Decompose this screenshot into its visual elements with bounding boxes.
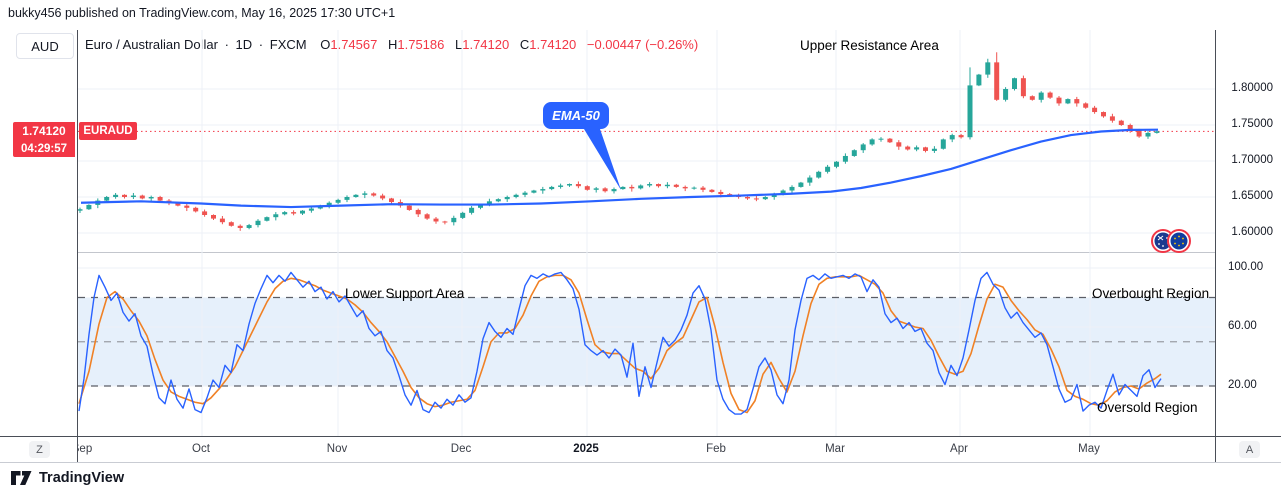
header-dot: · (224, 37, 229, 52)
z-key-text: Z (36, 443, 43, 456)
footer: TradingView (10, 469, 124, 487)
symbol-badge-text: EURAUD (83, 125, 133, 137)
stoch-tick-label: 60.00 (1228, 320, 1257, 332)
stoch-tick-label: 20.00 (1228, 379, 1257, 391)
time-axis-top-line (0, 436, 1281, 437)
change-value: −0.00447 (−0.26%) (586, 37, 699, 52)
symbol-name[interactable]: Euro / Australian Dollar (85, 37, 218, 52)
oversold-annotation[interactable]: Oversold Region (1097, 400, 1198, 415)
symbol-price-label[interactable]: EURAUD (79, 122, 137, 140)
stoch-tick-label: 100.00 (1228, 261, 1264, 273)
last-price-badge: 1.74120 (13, 122, 75, 140)
left-axis-separator (77, 30, 78, 462)
time-tick-label: 2025 (573, 443, 599, 455)
price-tick-label: 1.60000 (1231, 226, 1273, 238)
pane-divider[interactable] (78, 252, 1215, 253)
price-pane-chart[interactable] (78, 30, 1215, 253)
price-tick-label: 1.65000 (1231, 190, 1273, 202)
ema50-callout[interactable]: EMA-50 (543, 102, 609, 129)
time-tick-label: Mar (825, 443, 845, 455)
close-value: 1.74120 (529, 37, 577, 52)
low-label: L (455, 37, 463, 52)
a-key-text: A (1245, 443, 1254, 456)
open-label: O (320, 37, 331, 52)
time-axis-bottom-line (0, 462, 1281, 463)
currency-panel-text: AUD (31, 38, 59, 54)
overbought-annotation[interactable]: Overbought Region (1092, 286, 1210, 301)
low-value: 1.74120 (462, 37, 510, 52)
currency-panel-label[interactable]: AUD (16, 33, 74, 59)
time-tick-label: Oct (192, 443, 210, 455)
timeframe-label[interactable]: 1D (235, 37, 253, 52)
z-key-badge[interactable]: Z (29, 441, 50, 458)
price-tick-label: 1.75000 (1231, 118, 1273, 130)
stochastic-pane-chart[interactable] (78, 253, 1215, 436)
time-tick-label: Feb (706, 443, 726, 455)
high-value: 1.75186 (397, 37, 445, 52)
time-tick-label: Sep (78, 443, 93, 455)
attribution-text: bukky456 published on TradingView.com, M… (8, 6, 396, 20)
time-tick-label: Nov (326, 443, 348, 455)
high-label: H (387, 37, 398, 52)
close-label: C (519, 37, 530, 52)
a-key-badge[interactable]: A (1239, 441, 1260, 458)
right-axis-separator (1215, 30, 1216, 462)
ema50-callout-text: EMA-50 (552, 108, 600, 123)
price-tick-label: 1.70000 (1231, 154, 1273, 166)
tradingview-logo-icon[interactable] (10, 469, 33, 487)
time-tick-label: Dec (450, 443, 472, 455)
time-axis[interactable]: Sep Oct Nov Dec 2025 Feb Mar Apr May (78, 437, 1215, 462)
price-tick-label: 1.80000 (1231, 82, 1273, 94)
countdown-value: 04:29:57 (20, 142, 68, 155)
exchange-label[interactable]: FXCM (269, 37, 307, 52)
eur-aud-pair-flags-icon (1151, 229, 1191, 253)
brand-name[interactable]: TradingView (39, 470, 125, 486)
last-price-value: 1.74120 (22, 124, 66, 138)
upper-resistance-annotation[interactable]: Upper Resistance Area (800, 38, 939, 53)
time-tick-label: Apr (950, 443, 968, 455)
bar-countdown-badge: 04:29:57 (13, 140, 75, 157)
lower-support-annotation[interactable]: Lower Support Area (345, 286, 465, 301)
symbol-header: Euro / Australian Dollar · 1D · FXCM O1.… (85, 37, 701, 52)
time-tick-label: May (1078, 443, 1100, 455)
header-dot2: · (258, 37, 264, 52)
open-value: 1.74567 (330, 37, 378, 52)
